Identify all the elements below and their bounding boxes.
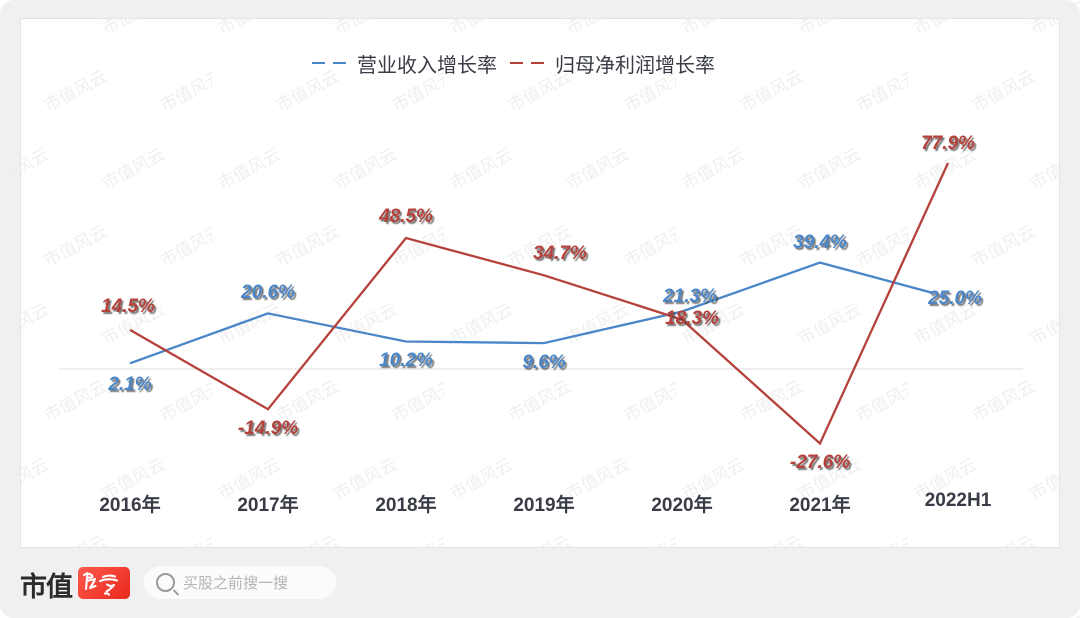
svg-text:-14.9%: -14.9% [238,418,298,439]
svg-text:77.9%: 77.9% [921,133,975,154]
svg-text:25.0%: 25.0% [927,288,982,309]
svg-text:14.5%: 14.5% [101,296,155,317]
svg-text:39.4%: 39.4% [793,232,847,253]
svg-text:2.1%: 2.1% [107,374,151,395]
svg-text:48.5%: 48.5% [378,206,433,227]
svg-text:20.6%: 20.6% [240,282,295,303]
svg-text:34.7%: 34.7% [533,243,587,264]
svg-text:18.3%: 18.3% [665,308,719,329]
svg-text:-27.6%: -27.6% [790,452,850,473]
svg-text:21.3%: 21.3% [662,286,717,307]
svg-text:10.2%: 10.2% [379,350,433,371]
svg-text:9.6%: 9.6% [522,352,565,373]
